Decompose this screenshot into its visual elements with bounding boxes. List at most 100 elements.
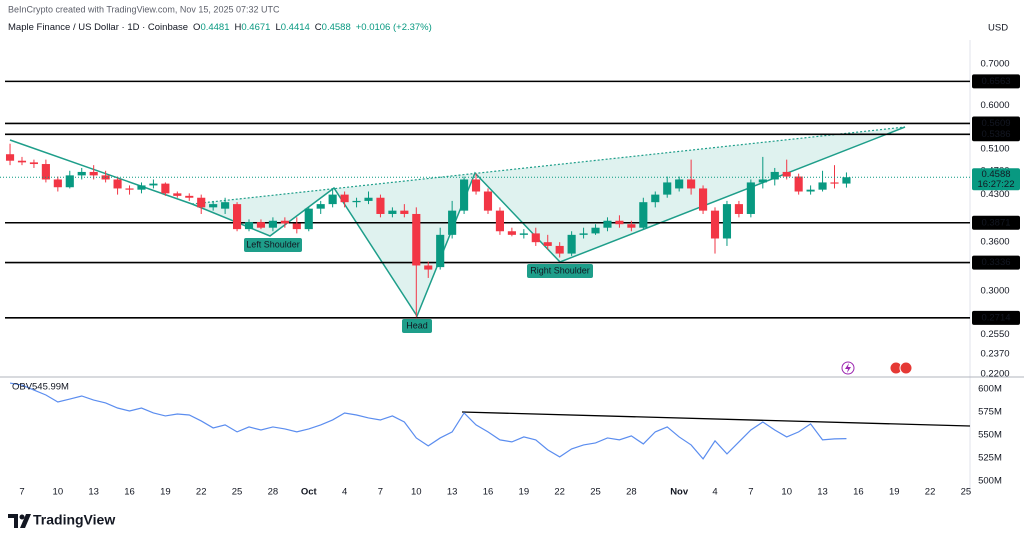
candle-body xyxy=(507,231,516,235)
candle-body xyxy=(770,171,779,180)
currency: USD xyxy=(988,23,1008,34)
x-tick-label: 4 xyxy=(342,487,347,498)
candle-body xyxy=(221,202,230,209)
candle-body xyxy=(567,234,576,254)
level-label-box xyxy=(972,116,1020,131)
y-tick-label: 0.5100 xyxy=(980,143,1009,154)
x-tick-label: 13 xyxy=(88,487,99,498)
candle-body xyxy=(663,182,672,195)
candle-body xyxy=(17,160,27,163)
y-tick-label: 0.7000 xyxy=(980,59,1009,70)
level-label: 0.6563 xyxy=(981,76,1010,87)
candle-body xyxy=(113,179,122,189)
candle-body xyxy=(424,265,433,270)
x-tick-label: 13 xyxy=(447,487,458,498)
candle-body xyxy=(173,193,182,196)
ohlc-value: 0.4414 xyxy=(281,22,310,33)
pattern-line xyxy=(9,126,906,318)
x-tick-label: 4 xyxy=(712,487,717,498)
candle-body xyxy=(615,220,624,225)
level-label-box xyxy=(972,127,1020,142)
legend-name: OBV xyxy=(12,382,33,393)
y-tick-label: 0.2200 xyxy=(980,369,1009,380)
level-label: 0.5386 xyxy=(981,129,1010,140)
logo: TradingView xyxy=(8,512,115,528)
symbol: Maple Finance / US Dollar · 1D · Coinbas… xyxy=(8,22,188,33)
candle-body xyxy=(675,179,684,189)
ohlc-prefix: L xyxy=(275,22,280,33)
x-tick-label: Nov xyxy=(670,487,689,498)
x-tick-label: 19 xyxy=(889,487,900,498)
x-tick-label: 10 xyxy=(411,487,422,498)
candle-body xyxy=(77,171,86,176)
level-label-box xyxy=(972,74,1020,89)
obv-line xyxy=(9,382,847,460)
candle-body xyxy=(89,171,98,176)
x-tick-label: 19 xyxy=(519,487,530,498)
level-label: 0.5609 xyxy=(981,118,1010,129)
annotation: Head xyxy=(406,320,428,330)
candle-body xyxy=(53,179,62,188)
x-tick-label: 16 xyxy=(124,487,135,498)
annotation-box xyxy=(402,319,432,333)
logo-mark xyxy=(20,514,31,528)
level-label: 0.3871 xyxy=(981,217,1010,228)
legend-value: 545.99M xyxy=(32,382,69,393)
logo-mark xyxy=(8,514,18,528)
ohlc-value: 0.4588 xyxy=(322,22,351,33)
candle-body xyxy=(376,197,385,214)
candle-body xyxy=(627,224,636,228)
x-tick-label: 25 xyxy=(232,487,243,498)
candle-body xyxy=(185,195,194,198)
logo-mark xyxy=(19,514,25,520)
x-tick-label: 22 xyxy=(925,487,936,498)
candle-body xyxy=(125,188,134,190)
candle-body xyxy=(5,154,15,161)
x-tick-label: 7 xyxy=(378,487,383,498)
pattern xyxy=(9,126,906,318)
candle-body xyxy=(531,233,540,243)
symbol-line: Maple Finance / US Dollar · 1D · Coinbas… xyxy=(8,22,432,33)
y-tick-label: 550M xyxy=(978,429,1002,440)
candle-body xyxy=(149,183,158,186)
candle-body xyxy=(316,204,325,209)
x-tick-label: 7 xyxy=(748,487,753,498)
candle-body xyxy=(244,222,254,230)
candle-body xyxy=(137,185,146,190)
candle-body xyxy=(806,189,815,192)
x-tick-label: 16 xyxy=(483,487,494,498)
annotation: Left Shoulder xyxy=(246,239,300,249)
candle-body xyxy=(29,162,38,165)
level-label-box xyxy=(972,215,1020,230)
x-tick-label: 13 xyxy=(817,487,828,498)
x-tick-label: 10 xyxy=(781,487,792,498)
candle-body xyxy=(292,223,301,230)
level-label: 0.2714 xyxy=(981,312,1010,323)
ohlc-prefix: O xyxy=(193,22,200,33)
candle-body xyxy=(734,204,743,214)
x-tick-label: 25 xyxy=(961,487,972,498)
candle-body xyxy=(495,210,504,232)
flag-icon xyxy=(899,361,913,375)
obv-trendline xyxy=(461,411,971,427)
y-tick-label: 0.2550 xyxy=(980,329,1009,340)
candle-body xyxy=(209,204,218,208)
change: +0.0106 (+2.37%) xyxy=(356,22,432,33)
countdown: 16:27:22 xyxy=(978,179,1015,190)
candle-body xyxy=(400,210,409,214)
level-label-box xyxy=(972,310,1020,325)
y-tick-label: 600M xyxy=(978,384,1002,395)
pattern-fill xyxy=(192,127,905,316)
candle-body xyxy=(352,200,361,203)
candle-body xyxy=(388,210,397,214)
x-tick-label: 25 xyxy=(590,487,601,498)
candle-body xyxy=(233,204,242,230)
candle-body xyxy=(555,245,564,254)
ohlc-prefix: C xyxy=(315,22,322,33)
candle-body xyxy=(794,176,803,192)
x-tick-label: 19 xyxy=(160,487,171,498)
x-tick-label: 10 xyxy=(53,487,64,498)
candle-body xyxy=(687,179,696,189)
candle-body xyxy=(280,220,289,224)
y-tick-label: 0.2370 xyxy=(980,349,1009,360)
